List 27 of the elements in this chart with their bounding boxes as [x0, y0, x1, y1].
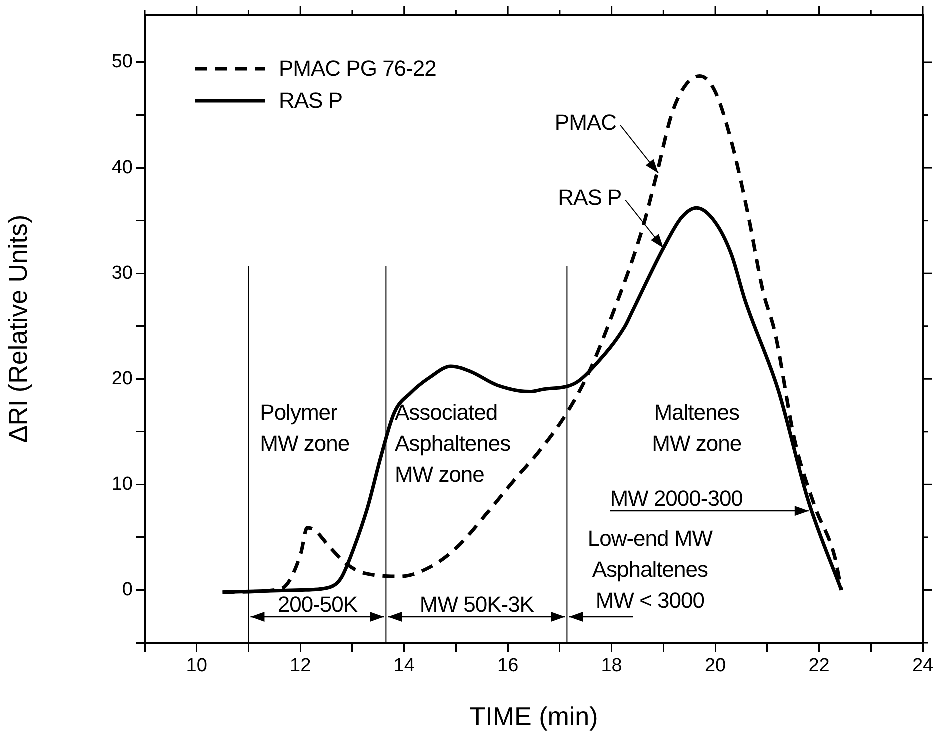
annotation: Maltenes MW zone: [652, 399, 742, 458]
y-tick-label: 40: [112, 157, 133, 178]
annotation: 200-50K: [278, 591, 358, 620]
annotation: PMAC: [554, 109, 616, 138]
y-axis-title: ΔRI (Relative Units): [2, 214, 33, 444]
annotation: MW 50K-3K: [420, 591, 534, 620]
y-tick-label: 30: [112, 262, 133, 284]
x-tick-label: 12: [290, 656, 312, 677]
x-tick-label: 10: [186, 656, 208, 677]
x-tick-label: 14: [394, 656, 416, 677]
x-tick-label: 20: [704, 656, 726, 677]
annotation: MW 2000-300: [610, 484, 743, 513]
annotation: Polymer MW zone: [260, 399, 350, 458]
annotation: RAS P: [558, 184, 622, 212]
annotation: Associated Asphaltenes MW zone: [394, 399, 511, 490]
y-tick-label: 20: [112, 368, 133, 390]
y-tick-label: 50: [112, 52, 133, 73]
x-tick-label: 24: [912, 656, 934, 677]
annotation: Low-end MW Asphaltenes MW < 3000: [588, 524, 712, 615]
x-tick-label: 16: [497, 656, 519, 677]
legend-label: PMAC PG 76-22: [279, 56, 436, 82]
y-tick-label: 0: [122, 579, 133, 600]
x-tick-label: 22: [808, 656, 830, 677]
legend-label: RAS P: [279, 88, 343, 114]
y-tick-label: 10: [112, 474, 133, 495]
x-axis-title: TIME (min): [470, 702, 598, 732]
x-tick-label: 18: [601, 656, 622, 677]
